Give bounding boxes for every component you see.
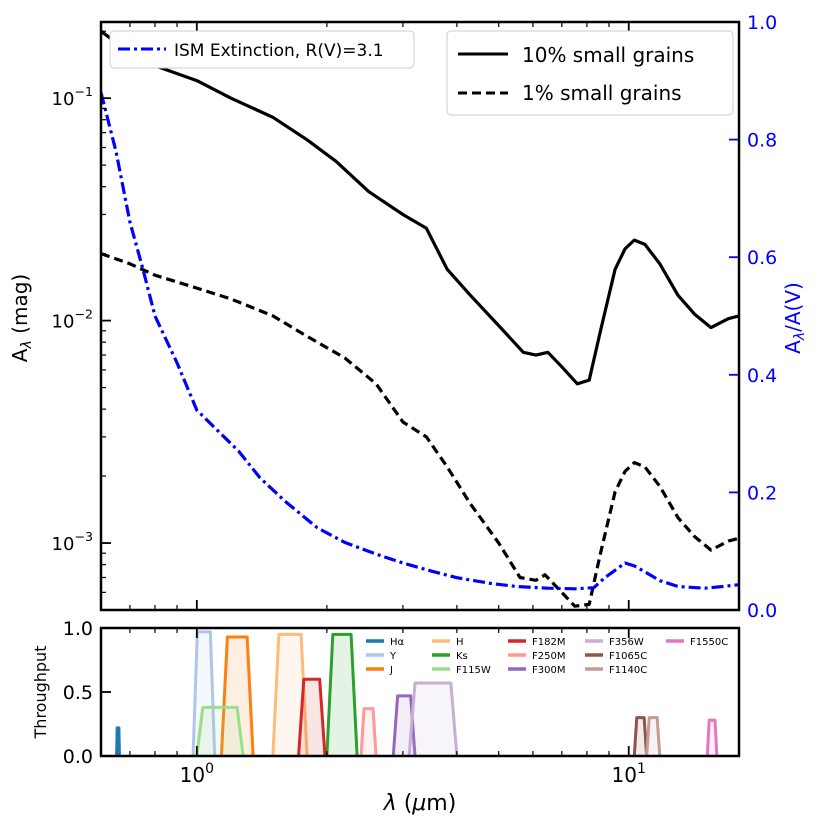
filter-fill-F115W xyxy=(196,707,244,756)
filter-legend-label: F1065C xyxy=(609,651,647,662)
filter-curve-Y xyxy=(191,630,217,756)
y-left-tick-label: 10−1 xyxy=(52,84,93,110)
filter-fill-F356W xyxy=(409,683,457,756)
filter-legend-label: H xyxy=(456,637,464,648)
filter-legend: Hα YJ H Ks F115W F182M F250M F300M F356W F1065C F1… xyxy=(366,637,728,676)
filter-legend-label: F250M xyxy=(532,651,565,662)
throughput-y-tick-label: 0.0 xyxy=(63,746,93,768)
y-right-tick-label: 0.0 xyxy=(747,600,777,622)
y-right-tick-label: 0.6 xyxy=(747,247,777,269)
legend-10pct-label: 10% small grains xyxy=(522,43,694,67)
filter-legend-label: Hα xyxy=(390,637,405,648)
x-axis-label: λ (μm) xyxy=(383,791,457,816)
filter-curve-F1550C xyxy=(705,718,719,756)
filter-curve-Ks xyxy=(325,632,359,756)
throughput-ylabel: Throughput xyxy=(31,646,50,740)
legend-grains: 10% small grains 1% small grains xyxy=(446,30,734,116)
x-tick-label: 101 xyxy=(612,761,646,787)
extinction-series xyxy=(101,29,739,608)
throughput-panel: 100 101 0.0 0.5 1.0 Throughput λ (μm) Hα YJ HK… xyxy=(31,618,741,816)
extinction-panel: 10−310−210−10.00.20.40.60.81.0 Aλ (mag) … xyxy=(8,12,808,622)
filter-fill-J xyxy=(221,636,254,756)
filter-curve-F115W xyxy=(195,705,245,756)
filter-fill-Y xyxy=(193,631,215,756)
legend-ism: ISM Extinction, R(V)=3.1 xyxy=(109,30,415,69)
filter-curve-Hα xyxy=(115,726,121,756)
y-left-tick-label: 10−2 xyxy=(52,307,93,333)
y-left-tick-label: 10−3 xyxy=(52,529,93,555)
x-tick-label: 100 xyxy=(180,761,214,787)
throughput-y-tick-label: 1.0 xyxy=(63,618,93,640)
extinction-frame xyxy=(99,20,741,612)
filter-legend-label: F300M xyxy=(532,665,565,676)
filter-bands xyxy=(115,630,719,756)
filter-legend-label: F1140C xyxy=(609,665,647,676)
filter-curve-F1065C xyxy=(632,716,649,756)
filter-legend-label: J xyxy=(389,665,393,676)
legend-ism-label: ISM Extinction, R(V)=3.1 xyxy=(174,41,384,61)
filter-legend-label: F1550C xyxy=(690,637,728,648)
y-axis-label-left: Aλ (mag) xyxy=(8,274,35,362)
series-line-0 xyxy=(101,29,739,386)
y-right-tick-label: 1.0 xyxy=(747,12,777,34)
filter-curve-F356W xyxy=(407,681,459,756)
y-right-tick-label: 0.4 xyxy=(747,365,777,387)
y-right-tick-label: 0.2 xyxy=(747,482,777,504)
filter-legend-label: F115W xyxy=(456,665,491,676)
series-line-2 xyxy=(101,92,739,591)
filter-legend-label: F182M xyxy=(532,637,565,648)
throughput-frame xyxy=(99,626,741,758)
filter-legend-label: Ks xyxy=(456,651,468,662)
legend-1pct-label: 1% small grains xyxy=(522,81,682,105)
filter-fill-Ks xyxy=(326,634,358,756)
filter-curve-F182M xyxy=(297,677,327,756)
filter-legend-label: Y xyxy=(389,651,397,662)
y-axis-label-right: Aλ/A(V) xyxy=(781,282,808,354)
filter-curve-J xyxy=(219,635,255,756)
throughput-y-tick-label: 0.5 xyxy=(63,682,93,704)
series-line-1 xyxy=(101,252,739,608)
filter-legend-label: F356W xyxy=(609,637,644,648)
y-right-tick-label: 0.8 xyxy=(747,130,777,152)
filter-fill-H xyxy=(272,634,308,756)
filter-fill-F182M xyxy=(298,679,325,756)
filter-curve-F1140C xyxy=(645,716,662,756)
filter-curve-F250M xyxy=(359,707,378,756)
